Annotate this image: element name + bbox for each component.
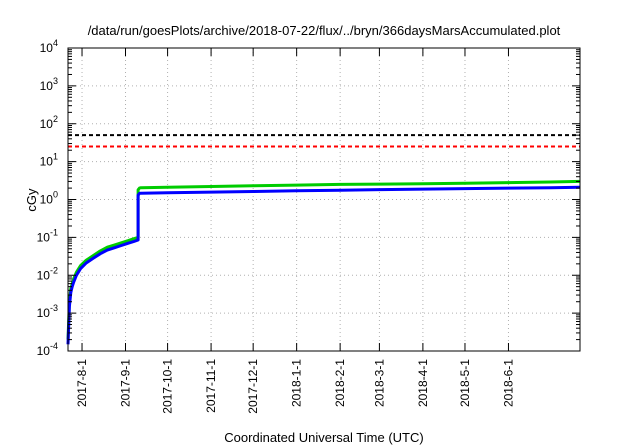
x-tick-label: 2018-5-1 <box>458 359 472 407</box>
y-tick-label: 104 <box>40 38 58 55</box>
x-tick-label: 2017-11-1 <box>204 359 218 413</box>
y-tick-label: 10-4 <box>37 341 58 358</box>
y-axis: 10-4 10-3 10-2 10-1 100 101 102 103 104 <box>37 38 580 358</box>
x-tick-label: 2018-4-1 <box>416 359 430 407</box>
series-lines <box>66 179 581 345</box>
x-tick-label: 2017-8-1 <box>75 359 89 407</box>
x-axis-label: Coordinated Universal Time (UTC) <box>224 430 423 445</box>
y-axis-label: cGy <box>24 188 39 212</box>
x-tick-label: 2018-2-1 <box>333 359 347 407</box>
y-tick-label: 103 <box>40 76 58 93</box>
series-line <box>66 185 581 345</box>
x-tick-label: 2018-6-1 <box>501 359 515 407</box>
x-axis: 2017-8-1 2017-9-1 2017-10-1 2017-11-1 2017-1… <box>75 48 515 414</box>
y-tick-label: 101 <box>40 152 58 169</box>
y-tick-label: 10-1 <box>37 227 58 244</box>
x-tick-label: 2017-10-1 <box>161 359 175 414</box>
series-line <box>66 179 581 340</box>
y-tick-label: 100 <box>40 190 58 207</box>
grid <box>68 48 580 351</box>
x-tick-label: 2018-1-1 <box>290 359 304 407</box>
x-tick-label: 2017-12-1 <box>246 359 260 414</box>
y-tick-label: 10-3 <box>37 303 58 320</box>
y-tick-label: 10-2 <box>37 265 58 282</box>
y-tick-label: 102 <box>40 114 58 131</box>
x-tick-label: 2017-9-1 <box>119 359 133 407</box>
x-tick-label: 2018-3-1 <box>372 359 386 407</box>
reference-lines <box>68 134 580 148</box>
chart-title: /data/run/goesPlots/archive/2018-07-22/f… <box>88 23 561 38</box>
